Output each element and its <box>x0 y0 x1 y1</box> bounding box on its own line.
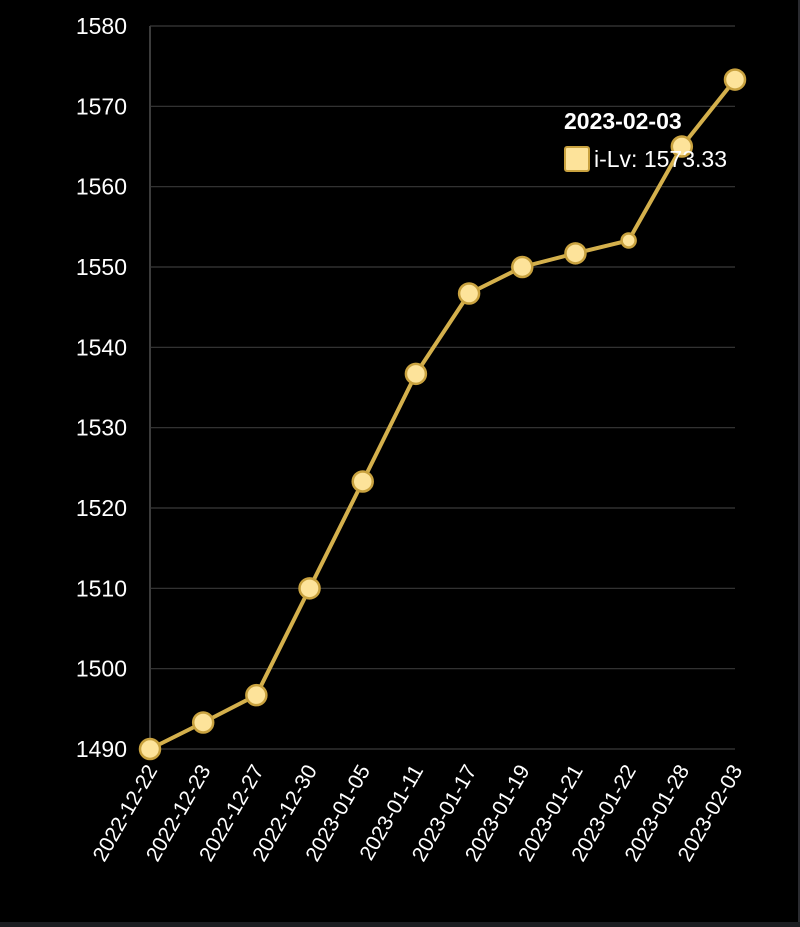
data-point[interactable] <box>245 683 268 707</box>
y-tick-label: 1580 <box>76 13 127 39</box>
series-line-layer <box>148 77 737 751</box>
y-tick-label: 1570 <box>76 93 127 119</box>
data-point[interactable] <box>298 577 321 600</box>
tooltip-label: i-Lv: 1573.33 <box>594 146 727 172</box>
data-point[interactable] <box>723 68 747 91</box>
data-point[interactable] <box>511 255 534 279</box>
data-point[interactable] <box>457 282 481 305</box>
grid-layer <box>149 25 735 750</box>
y-tick-label: 1520 <box>76 495 127 521</box>
data-point[interactable] <box>191 711 215 734</box>
data-point[interactable] <box>351 470 374 493</box>
tooltip-swatch <box>564 146 590 172</box>
y-tick-label: 1510 <box>76 575 127 601</box>
y-tick-label: 1540 <box>76 334 127 360</box>
data-point[interactable] <box>404 362 428 386</box>
y-tick-label: 1550 <box>76 254 127 280</box>
data-point[interactable] <box>670 135 694 158</box>
y-tick-label: 1500 <box>76 656 127 682</box>
data-point[interactable] <box>564 242 587 265</box>
data-point[interactable] <box>138 737 162 761</box>
data-points-layer <box>138 68 747 761</box>
y-axis-ticks: 1490 1500 1510 1520 1530 1540 1550 1560 1570 1580 <box>76 13 127 762</box>
y-tick-label: 1560 <box>76 174 127 200</box>
y-tick-label: 1530 <box>76 415 127 441</box>
series-line-i-lv <box>148 77 737 751</box>
x-axis-ticks: 2022-12-222022-12-232022-12-272022-12-30… <box>89 761 748 866</box>
tooltip: 2023-02-03 i-Lv: 1573.33 <box>564 108 727 172</box>
y-tick-label: 1490 <box>76 736 127 762</box>
data-point[interactable] <box>620 232 637 249</box>
tooltip-title: 2023-02-03 <box>564 108 682 134</box>
